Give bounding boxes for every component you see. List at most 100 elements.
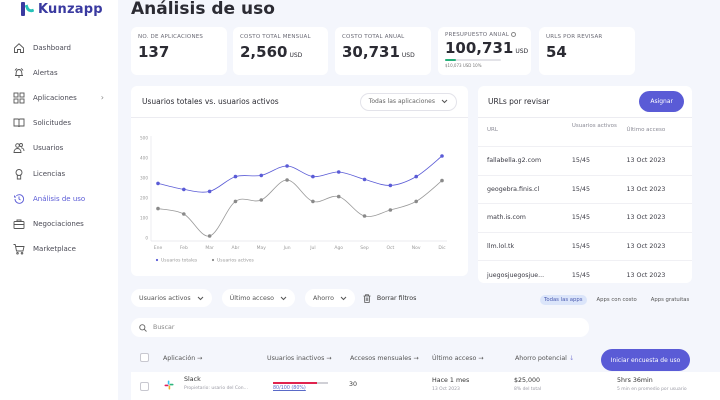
urls-table-body: fallabella.g2.com 15/45 13 Oct 2023 geogebr…: [478, 146, 692, 283]
row-checkbox[interactable]: [140, 382, 149, 391]
last-access: Hace 1 mes: [432, 377, 470, 384]
stat-unit: USD: [289, 52, 303, 59]
clear-filters-button[interactable]: Borrar filtros: [363, 293, 416, 303]
sidebar-nav: Dashboard Alertas Aplicaciones › Solicit…: [12, 35, 118, 262]
sidebar-item-negociaciones[interactable]: Negociaciones: [12, 211, 118, 236]
sidebar-item-solicitudes[interactable]: Solicitudes: [12, 111, 118, 136]
sidebar-item-marketplace[interactable]: Marketplace: [12, 237, 118, 262]
chevron-right-icon: ›: [100, 93, 104, 103]
column-header-aplicacion[interactable]: Aplicación →: [163, 354, 203, 362]
data-point[interactable]: [207, 234, 212, 238]
stat-label: Presupuesto anual: [445, 32, 524, 38]
logo[interactable]: Kunzapp: [20, 0, 103, 18]
stat-value: 2,560 USD: [240, 43, 303, 61]
data-point[interactable]: [388, 183, 393, 188]
segment-todas-las-apps[interactable]: Todas las apps: [540, 295, 587, 305]
data-point[interactable]: [414, 199, 418, 204]
sidebar-item-licencias[interactable]: Licencias: [12, 161, 118, 186]
data-point[interactable]: [156, 181, 160, 186]
stat-unit: USD: [515, 48, 529, 55]
data-point[interactable]: [259, 173, 264, 178]
book-icon: [12, 117, 25, 130]
url-cell: llm.lol.tk: [487, 243, 515, 251]
y-tick-label: 400: [140, 156, 148, 161]
url-cell: juegosjuegosjue...: [487, 271, 545, 279]
select-all-checkbox[interactable]: [140, 353, 149, 362]
data-point[interactable]: [362, 177, 367, 182]
inactive-users-bar: [273, 382, 328, 384]
stat-card-costo-anual: Costo total anual 30,731 USD: [335, 27, 431, 75]
data-point[interactable]: [207, 189, 212, 194]
data-point[interactable]: [285, 178, 289, 182]
data-point[interactable]: [440, 178, 444, 183]
data-point[interactable]: [414, 174, 418, 179]
stat-value: 30,731 USD: [342, 43, 415, 61]
x-tick-label: Ago: [334, 245, 343, 251]
url-row[interactable]: math.is.com 15/45 13 Oct 2023: [478, 203, 692, 232]
column-header-ahorro-potencial[interactable]: Ahorro potencial ↓: [515, 354, 575, 362]
data-point[interactable]: [336, 194, 341, 199]
url-cell: geogebra.finis.cl: [487, 185, 540, 193]
data-point[interactable]: [362, 214, 367, 218]
last-access-cell: 13 Oct 2023: [626, 243, 666, 251]
grid-icon: [12, 91, 25, 104]
column-header-ultimo-acceso[interactable]: Último acceso →: [432, 354, 484, 362]
data-point[interactable]: [156, 206, 160, 211]
info-icon[interactable]: [510, 32, 516, 37]
sidebar-item-label: Solicitudes: [33, 119, 71, 128]
data-point[interactable]: [336, 170, 341, 174]
data-point[interactable]: [388, 208, 393, 212]
data-point[interactable]: [233, 174, 238, 179]
apps-select[interactable]: Todas las aplicaciones: [359, 92, 457, 111]
url-row[interactable]: fallabella.g2.com 15/45 13 Oct 2023: [478, 146, 692, 175]
chart-title: Usuarios totales vs. usuarios activos: [142, 97, 279, 106]
urls-card: URLs por revisar Asignar URL Usuarios ac…: [478, 86, 692, 283]
start-usage-survey-button[interactable]: Iniciar encuesta de uso: [601, 349, 690, 371]
column-header: Usuarios activos: [571, 123, 617, 129]
sort-down-icon: ↓: [568, 354, 575, 362]
savings-percent: 8% del total: [514, 387, 542, 392]
data-point[interactable]: [233, 199, 238, 204]
column-header: Último acceso: [626, 127, 666, 133]
slack-logo-icon: [164, 380, 174, 390]
url-row[interactable]: juegosjuegosjue... 15/45 13 Oct 2023: [478, 260, 692, 283]
sidebar-item-alertas[interactable]: Alertas: [12, 60, 118, 85]
data-point[interactable]: [182, 187, 186, 192]
data-point[interactable]: [311, 199, 315, 204]
y-tick-label: 500: [140, 136, 148, 141]
column-header: URL: [487, 127, 498, 133]
sidebar-item-label: Licencias: [33, 169, 66, 178]
sidebar-item-analisis-de-uso[interactable]: Análisis de uso: [12, 186, 118, 211]
table-row[interactable]: Slack Propietario: usario del Con... 80/…: [131, 372, 720, 400]
data-point[interactable]: [259, 198, 264, 202]
column-header-usuarios-inactivos[interactable]: Usuarios inactivos →: [267, 354, 332, 362]
sidebar-item-aplicaciones[interactable]: Aplicaciones ›: [12, 85, 118, 110]
inactive-users-value[interactable]: 80/100 (80%): [273, 386, 306, 391]
data-point[interactable]: [440, 154, 444, 158]
filter-ahorro[interactable]: Ahorro: [304, 289, 355, 307]
legend-label: Usuarios activos: [217, 258, 255, 264]
filter-usuarios-activos[interactable]: Usuarios activos: [131, 289, 212, 307]
x-tick-label: Dic: [438, 245, 446, 251]
data-point[interactable]: [311, 174, 315, 179]
filter-ultimo-acceso[interactable]: Último acceso: [221, 289, 295, 307]
home-icon: [12, 41, 25, 54]
data-point[interactable]: [182, 212, 186, 216]
segment-apps-gratuitas[interactable]: Apps gratuitas: [650, 297, 690, 303]
stat-card-aplicaciones: No. de aplicaciones 137: [131, 27, 227, 75]
last-access-cell: 13 Oct 2023: [626, 157, 666, 165]
sidebar-item-dashboard[interactable]: Dashboard: [12, 35, 118, 60]
filter-bar: Usuarios activos Último acceso Ahorro Bo…: [131, 289, 416, 307]
assign-button[interactable]: Asignar: [639, 91, 684, 112]
sidebar-item-usuarios[interactable]: Usuarios: [12, 136, 118, 161]
search-input[interactable]: Buscar: [131, 318, 589, 337]
app-name[interactable]: Slack: [184, 376, 201, 383]
segment-apps-con-costo[interactable]: Apps con costo: [596, 297, 637, 303]
data-point[interactable]: [285, 164, 289, 168]
column-header-accesos-mensuales[interactable]: Accesos mensuales →: [350, 354, 419, 362]
sidebar-item-label: Alertas: [33, 68, 58, 77]
kunzapp-logo-icon: [20, 2, 35, 16]
url-row[interactable]: geogebra.finis.cl 15/45 13 Oct 2023: [478, 174, 692, 204]
url-row[interactable]: llm.lol.tk 15/45 13 Oct 2023: [478, 231, 692, 261]
trash-icon: [363, 293, 371, 303]
